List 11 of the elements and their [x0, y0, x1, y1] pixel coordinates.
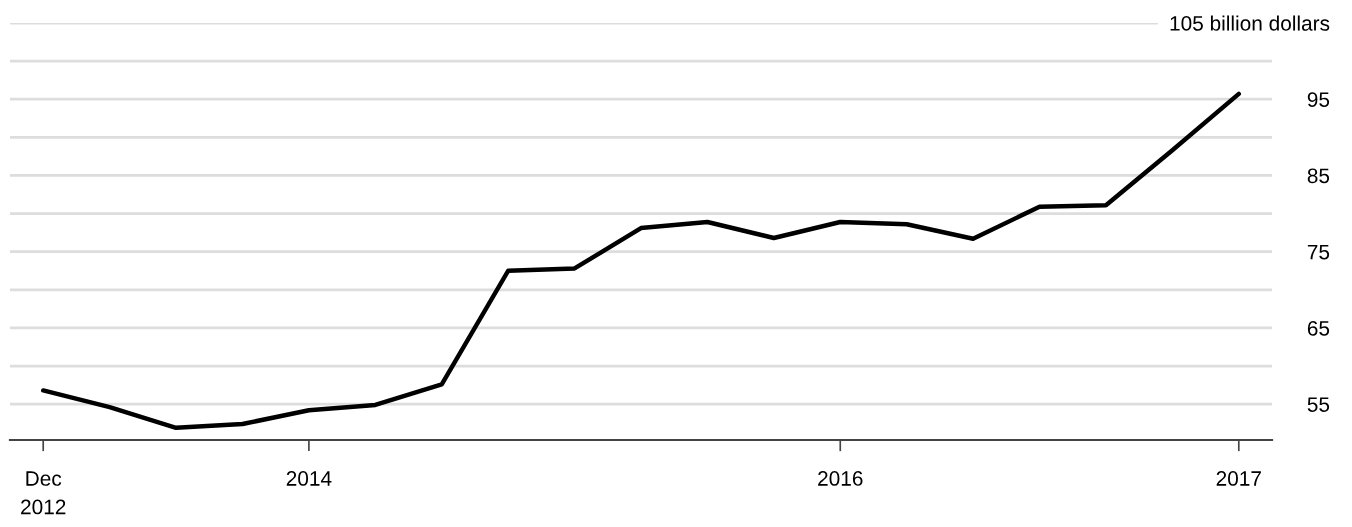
- y-tick-label: 85: [1307, 168, 1330, 184]
- x-tick-label: 2014: [286, 471, 332, 486]
- x-tick-label: 2017: [1216, 471, 1261, 486]
- x-tick-label: 2016: [818, 471, 863, 486]
- line-series: [40, 91, 1242, 431]
- x-tick-label: Dec 2012: [21, 471, 66, 515]
- y-tick-label: 95: [1307, 92, 1330, 107]
- y-tick-label: 65: [1307, 320, 1330, 336]
- y-tick-label: 55: [1307, 397, 1330, 412]
- y-tick-label: 105 billion dollars: [1170, 15, 1330, 31]
- y-tick-label: 75: [1307, 244, 1330, 260]
